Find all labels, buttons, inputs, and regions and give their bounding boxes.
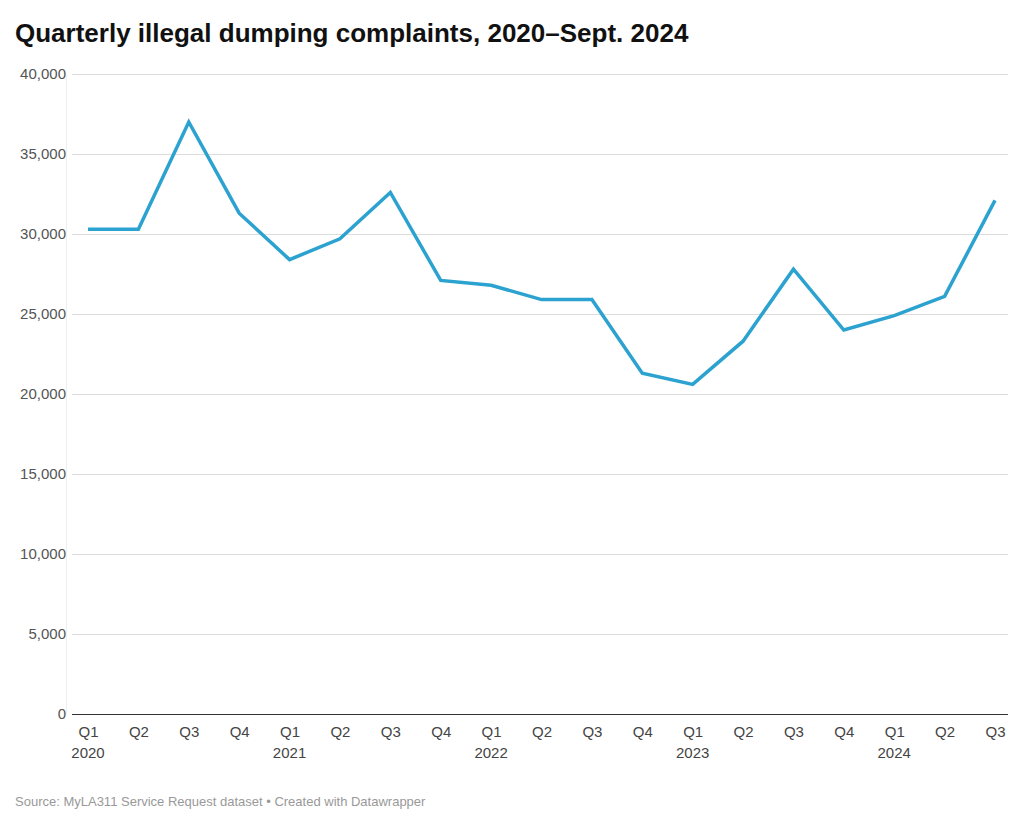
- x-tick: Q4: [431, 714, 451, 740]
- title: Quarterly illegal dumping complaints, 20…: [15, 18, 689, 48]
- x-tick-label: Q3: [784, 723, 804, 740]
- x-tick-label: Q4: [230, 723, 250, 740]
- plot-area: [88, 122, 995, 384]
- x-tick-label: Q1: [482, 723, 502, 740]
- y-tick: 30,000: [20, 225, 66, 242]
- year-labels: 2020 2021 2022 2023 2024: [71, 744, 911, 761]
- y-tick: 20,000: [20, 385, 66, 402]
- x-tick: Q1: [280, 714, 300, 740]
- grid-line: [72, 714, 1008, 715]
- x-tick: Q3: [179, 714, 199, 740]
- y-tick-label: 40,000: [20, 65, 66, 82]
- x-tick: Q2: [129, 714, 149, 740]
- y-tick-label: 30,000: [20, 225, 66, 242]
- y-tick-label: 0: [58, 705, 66, 722]
- x-tick: Q3: [381, 714, 401, 740]
- x-tick: Q1: [482, 714, 502, 740]
- x-tick-label: Q3: [582, 723, 602, 740]
- x-tick: Q4: [834, 714, 854, 740]
- x-tick: Q1: [683, 714, 703, 740]
- y-tick: 35,000: [20, 145, 66, 162]
- x-tick: Q1: [885, 714, 905, 740]
- year-label: 2021: [273, 744, 306, 761]
- year-label: 2022: [474, 744, 507, 761]
- x-tick: Q3: [582, 714, 602, 740]
- x-tick-label: Q1: [280, 723, 300, 740]
- x-tick: Q2: [734, 714, 754, 740]
- x-tick: Q2: [935, 714, 955, 740]
- x-tick-label: Q2: [330, 723, 350, 740]
- x-tick-label: Q1: [885, 723, 905, 740]
- x-tick: Q1: [78, 714, 98, 740]
- grid-line: [72, 394, 1008, 395]
- grid-line: [72, 634, 1008, 635]
- y-tick-label: 10,000: [20, 545, 66, 562]
- y-axis: 0 5,000 10,000 15,000 20,000 25,000 30,000 35,0…: [20, 65, 66, 722]
- grid-line: [72, 234, 1008, 235]
- x-tick-label: Q2: [129, 723, 149, 740]
- x-axis: Q1 Q2 Q3 Q4 Q1 Q2 Q3 Q4 Q1 Q2 Q3 Q4 Q1 Q2 Q3 Q4 Q1 Q2 Q3: [78, 714, 1005, 740]
- x-tick-label: Q4: [834, 723, 854, 740]
- x-tick-label: Q3: [381, 723, 401, 740]
- x-tick-label: Q2: [734, 723, 754, 740]
- year-label: 2024: [878, 744, 911, 761]
- y-tick: 0: [58, 705, 66, 722]
- x-tick-label: Q2: [935, 723, 955, 740]
- x-tick: Q2: [532, 714, 552, 740]
- x-tick: Q3: [784, 714, 804, 740]
- y-tick: 10,000: [20, 545, 66, 562]
- y-tick-label: 15,000: [20, 465, 66, 482]
- y-tick: 25,000: [20, 305, 66, 322]
- grid-line: [72, 314, 1008, 315]
- y-tick-label: 25,000: [20, 305, 66, 322]
- x-tick: Q2: [330, 714, 350, 740]
- y-axis-line: [66, 75, 67, 715]
- y-tick-label: 5,000: [28, 625, 66, 642]
- y-tick-label: 20,000: [20, 385, 66, 402]
- x-tick-label: Q4: [431, 723, 451, 740]
- x-tick: Q4: [230, 714, 250, 740]
- x-tick-label: Q1: [683, 723, 703, 740]
- year-label: 2020: [71, 744, 104, 761]
- line: [88, 122, 995, 384]
- x-tick-label: Q3: [985, 723, 1005, 740]
- x-tick: Q4: [633, 714, 653, 740]
- y-tick: 15,000: [20, 465, 66, 482]
- y-tick: 40,000: [20, 65, 66, 82]
- grid-line: [72, 74, 1008, 75]
- grid: [72, 74, 1008, 714]
- grid-line: [72, 154, 1008, 155]
- grid-line: [72, 554, 1008, 555]
- x-tick-label: Q2: [532, 723, 552, 740]
- x-tick-label: Q1: [78, 723, 98, 740]
- x-tick-label: Q4: [633, 723, 653, 740]
- y-tick-label: 35,000: [20, 145, 66, 162]
- x-tick-label: Q3: [179, 723, 199, 740]
- source: Source: MyLA311 Service Request dataset …: [15, 794, 426, 809]
- y-tick: 5,000: [28, 625, 66, 642]
- year-label: 2023: [676, 744, 709, 761]
- chart: Quarterly illegal dumping complaints, 20…: [0, 0, 1024, 825]
- grid-line: [72, 474, 1008, 475]
- x-axis-line: [89, 714, 996, 715]
- x-tick: Q3: [985, 714, 1005, 740]
